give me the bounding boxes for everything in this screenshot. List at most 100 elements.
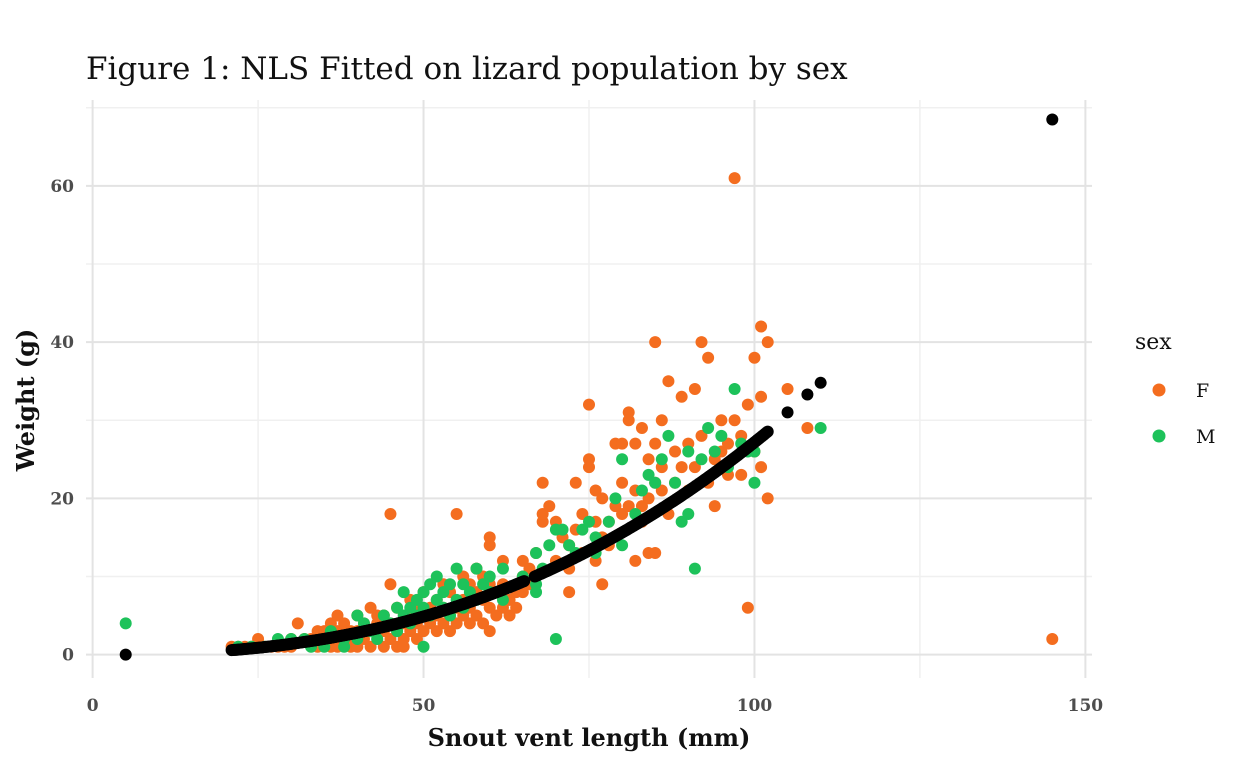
legend: sex F M <box>1135 330 1215 448</box>
data-point <box>669 476 682 489</box>
data-point <box>563 586 576 599</box>
data-point <box>755 461 768 474</box>
x-axis-title: Snout vent length (mm) <box>428 723 751 752</box>
data-point <box>755 390 768 403</box>
data-point <box>583 453 595 466</box>
data-point <box>735 468 748 481</box>
data-point <box>470 562 483 575</box>
data-point <box>642 453 655 466</box>
data-point <box>675 515 688 528</box>
x-tick-label: 50 <box>412 696 436 716</box>
data-point <box>755 320 768 333</box>
data-point <box>377 609 390 622</box>
data-point <box>364 601 377 614</box>
data-point <box>655 414 668 427</box>
data-point <box>530 547 543 560</box>
data-point <box>483 531 496 544</box>
data-point <box>761 425 774 438</box>
data-point <box>510 601 523 614</box>
data-point <box>417 586 430 599</box>
data-point <box>596 578 609 591</box>
data-point <box>622 500 635 513</box>
data-point <box>516 554 529 567</box>
data-point <box>801 422 814 435</box>
legend-label-M: M <box>1196 426 1215 448</box>
data-point <box>417 640 430 653</box>
data-point <box>688 461 701 474</box>
data-point <box>503 609 516 622</box>
legend-title: sex <box>1135 330 1172 355</box>
data-point <box>410 632 423 645</box>
data-point <box>781 406 794 419</box>
data-point <box>708 500 721 513</box>
y-tick-label: 20 <box>50 489 74 509</box>
y-axis-title: Weight (g) <box>11 329 40 473</box>
legend-label-F: F <box>1196 380 1209 402</box>
data-point <box>649 476 662 489</box>
data-point <box>728 383 741 395</box>
data-point <box>629 554 642 567</box>
data-point <box>543 539 556 552</box>
data-point <box>602 515 615 528</box>
data-point <box>655 484 668 497</box>
data-point <box>576 523 589 536</box>
data-point <box>430 625 443 638</box>
data-point <box>543 500 556 513</box>
data-point <box>384 578 397 591</box>
legend-key-M <box>1152 429 1166 443</box>
data-point <box>536 476 549 489</box>
data-point <box>450 562 463 575</box>
data-point <box>616 539 629 552</box>
data-point <box>596 492 609 505</box>
x-axis-ticks: 0 50 100 150 <box>87 696 1104 716</box>
data-point <box>404 601 417 614</box>
data-point <box>761 492 774 505</box>
data-point <box>761 336 774 349</box>
data-point <box>728 172 741 185</box>
data-point <box>291 617 304 630</box>
data-point <box>417 625 430 638</box>
data-point <box>616 476 629 489</box>
data-point <box>391 601 404 614</box>
data-point <box>702 422 715 435</box>
data-point <box>675 461 688 474</box>
data-point <box>576 507 589 520</box>
data-point <box>715 429 728 442</box>
data-point <box>635 484 648 497</box>
legend-key-F <box>1152 383 1166 397</box>
data-point <box>430 570 443 583</box>
data-point <box>616 507 629 520</box>
data-point <box>563 539 576 552</box>
x-tick-label: 0 <box>87 696 99 716</box>
data-point <box>682 445 695 458</box>
data-point <box>470 609 483 622</box>
data-point <box>589 484 602 497</box>
data-point <box>649 336 662 349</box>
x-tick-label: 100 <box>737 696 773 716</box>
data-point <box>695 453 708 466</box>
series-F <box>225 172 1059 653</box>
data-point <box>477 617 490 630</box>
data-point <box>629 437 642 450</box>
grid <box>86 100 1092 678</box>
data-point <box>741 601 754 614</box>
data-point <box>622 414 635 427</box>
data-point <box>397 640 410 653</box>
data-point <box>649 547 662 560</box>
data-point <box>642 492 655 505</box>
data-point <box>702 351 715 364</box>
data-point <box>437 617 450 630</box>
chart-title: Figure 1: NLS Fitted on lizard populatio… <box>86 51 848 87</box>
data-point <box>801 388 814 401</box>
data-point <box>371 632 384 645</box>
data-point <box>662 375 675 388</box>
data-point <box>688 383 701 395</box>
data-point <box>748 351 761 364</box>
data-point <box>364 640 377 653</box>
data-point <box>814 422 827 435</box>
data-point <box>444 578 457 591</box>
data-point <box>377 640 390 653</box>
data-point <box>635 500 648 513</box>
data-point <box>338 617 351 630</box>
